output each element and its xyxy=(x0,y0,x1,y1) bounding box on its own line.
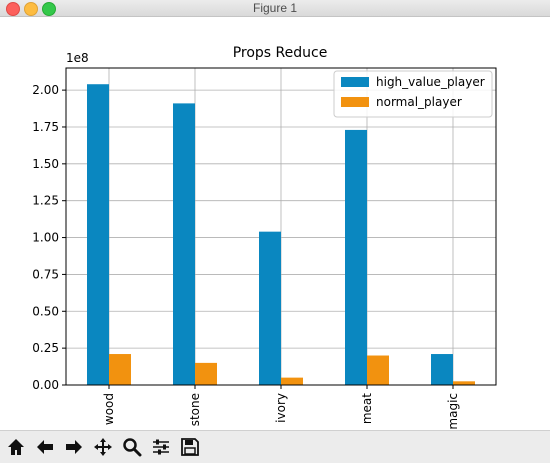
y-tick-label: 0.00 xyxy=(32,378,59,392)
y-offset-label: 1e8 xyxy=(66,51,89,65)
legend-label-high-value: high_value_player xyxy=(376,75,485,89)
bar-chart: Props Reduce 1e8 0.00 0.25 0.50 0.75 1.00 1.2… xyxy=(32,45,497,430)
bar-normal-meat xyxy=(367,355,389,385)
close-window-button[interactable] xyxy=(6,2,20,16)
x-tick-label-magic: magic xyxy=(446,393,460,430)
legend-swatch-normal xyxy=(341,97,369,107)
y-tick-label: 1.25 xyxy=(32,194,59,208)
chart-title: Props Reduce xyxy=(233,45,328,61)
y-axis-ticks: 0.00 0.25 0.50 0.75 1.00 1.25 1.50 1.75 2.00 xyxy=(32,83,66,392)
floppy-icon xyxy=(181,438,199,456)
y-tick-label: 1.00 xyxy=(32,231,59,245)
minimize-window-button[interactable] xyxy=(24,2,38,16)
y-tick-label: 0.25 xyxy=(32,341,59,355)
legend-swatch-high-value xyxy=(341,77,369,87)
window-title: Figure 1 xyxy=(252,1,298,15)
back-button[interactable] xyxy=(32,434,58,460)
y-tick-label: 0.75 xyxy=(32,267,59,281)
save-button[interactable] xyxy=(177,434,203,460)
zoom-button[interactable] xyxy=(119,434,145,460)
sliders-icon xyxy=(153,439,169,455)
subplots-button[interactable] xyxy=(148,434,174,460)
figure-canvas[interactable]: Props Reduce 1e8 0.00 0.25 0.50 0.75 1.00 1.2… xyxy=(0,17,550,430)
y-tick-label: 1.50 xyxy=(32,157,59,171)
bar-normal-wood xyxy=(109,354,131,385)
home-icon xyxy=(8,439,24,455)
window-titlebar[interactable]: Figure 1 xyxy=(0,0,550,17)
navigation-toolbar xyxy=(0,430,550,463)
bar-high-value-meat xyxy=(345,129,367,385)
bar-high-value-magic xyxy=(431,354,453,385)
maximize-window-button[interactable] xyxy=(42,2,56,16)
arrow-right-icon xyxy=(66,440,82,454)
arrow-left-icon xyxy=(37,440,53,454)
y-tick-label: 1.75 xyxy=(32,120,59,134)
x-tick-label-ivory: ivory xyxy=(274,393,288,423)
legend-frame xyxy=(333,70,493,118)
move-icon xyxy=(94,438,112,456)
x-tick-label-wood: wood xyxy=(102,393,116,425)
pan-button[interactable] xyxy=(90,434,116,460)
bars xyxy=(87,84,475,386)
x-tick-label-stone: stone xyxy=(188,393,202,426)
y-tick-label: 0.50 xyxy=(32,304,59,318)
bar-high-value-wood xyxy=(87,84,109,386)
legend: high_value_player normal_player xyxy=(333,70,493,118)
x-axis-ticks: wood stone ivory meat magic xyxy=(102,385,460,430)
forward-button[interactable] xyxy=(61,434,87,460)
legend-label-normal: normal_player xyxy=(376,95,462,109)
bar-high-value-ivory xyxy=(259,231,281,385)
x-tick-label-meat: meat xyxy=(360,393,374,424)
bar-normal-ivory xyxy=(281,377,303,385)
y-tick-label: 2.00 xyxy=(32,83,59,97)
bar-normal-magic xyxy=(453,381,475,385)
home-button[interactable] xyxy=(3,434,29,460)
bar-normal-stone xyxy=(195,362,217,385)
magnifier-icon xyxy=(123,438,142,457)
bar-high-value-stone xyxy=(173,103,195,385)
